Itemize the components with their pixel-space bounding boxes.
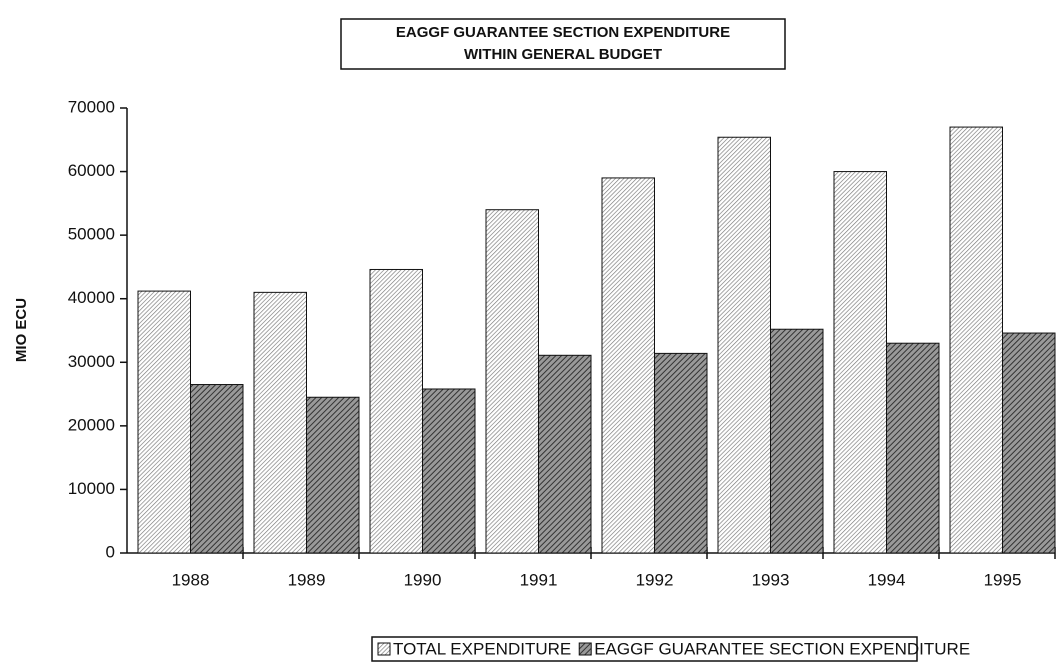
x-tick-label: 1989 <box>288 570 326 589</box>
bar <box>190 384 244 554</box>
y-tick-label: 0 <box>106 542 115 561</box>
bar <box>654 352 708 554</box>
bar <box>422 388 476 554</box>
x-tick-label: 1992 <box>636 570 674 589</box>
bar <box>538 354 592 554</box>
x-tick-label: 1993 <box>752 570 790 589</box>
y-tick-label: 10000 <box>68 479 115 498</box>
bar <box>949 126 1003 554</box>
y-tick-label: 60000 <box>68 161 115 180</box>
bar <box>485 209 539 554</box>
bar <box>137 290 191 554</box>
bar <box>306 396 360 554</box>
x-tick-label: 1995 <box>984 570 1022 589</box>
chart-title: EAGGF GUARANTEE SECTION EXPENDITURE <box>396 24 730 41</box>
y-tick-label: 40000 <box>68 288 115 307</box>
legend-label: EAGGF GUARANTEE SECTION EXPENDITURE <box>594 639 970 658</box>
x-tick-label: 1990 <box>404 570 442 589</box>
x-tick-label: 1988 <box>172 570 210 589</box>
bar <box>1002 332 1056 554</box>
chart-title: WITHIN GENERAL BUDGET <box>464 46 662 63</box>
bar <box>253 291 307 554</box>
legend-box <box>371 636 918 662</box>
y-axis-label: MIO ECU <box>13 298 30 362</box>
bar <box>717 136 771 554</box>
legend-label: TOTAL EXPENDITURE <box>393 639 571 658</box>
title-box <box>340 18 786 70</box>
bar <box>833 171 887 554</box>
y-tick-label: 50000 <box>68 225 115 244</box>
y-tick-label: 70000 <box>68 97 115 116</box>
bar <box>886 342 940 554</box>
y-tick-label: 30000 <box>68 352 115 371</box>
x-tick-label: 1991 <box>520 570 558 589</box>
x-tick-label: 1994 <box>868 570 906 589</box>
bar <box>369 268 423 554</box>
bar <box>770 328 824 554</box>
y-tick-label: 20000 <box>68 415 115 434</box>
legend-swatch <box>578 642 592 656</box>
legend-swatch <box>377 642 391 656</box>
bar <box>601 177 655 554</box>
